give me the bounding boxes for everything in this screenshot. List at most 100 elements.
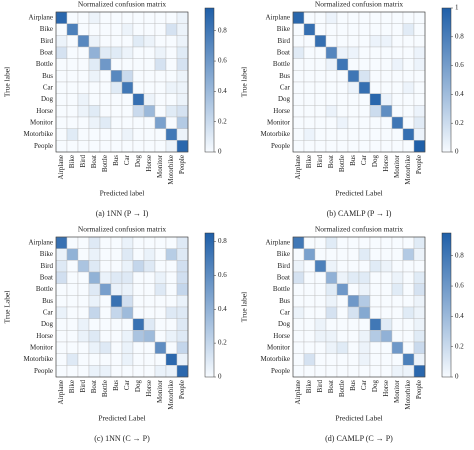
cell: [369, 248, 382, 261]
cell: [358, 23, 371, 36]
cell: [176, 105, 189, 118]
cell: [369, 11, 382, 24]
cell: [347, 271, 360, 284]
cell: [314, 295, 327, 308]
cell: [165, 35, 178, 48]
cell: [55, 140, 68, 153]
cell: [77, 306, 90, 319]
cell: [380, 140, 393, 153]
x-tick-label: Monitor: [156, 379, 164, 403]
y-tick-label: Car: [43, 83, 54, 91]
y-tick-label: Airplane: [29, 13, 54, 21]
cell: [325, 283, 338, 296]
cell: [391, 128, 404, 141]
cell: [336, 341, 349, 354]
cell: [336, 295, 349, 308]
cell: [303, 306, 316, 319]
cell: [121, 248, 134, 261]
cell: [413, 306, 426, 319]
cell: [347, 116, 360, 129]
y-tick-label: Bus: [279, 72, 290, 80]
cell: [88, 46, 101, 59]
cell: [358, 81, 371, 94]
cell: [336, 11, 349, 24]
cell: [132, 248, 145, 261]
x-tick-label: Boat: [90, 155, 98, 168]
cell: [336, 70, 349, 83]
cell: [369, 295, 382, 308]
cell: [143, 260, 156, 273]
cell: [325, 236, 338, 249]
y-tick-label: Boat: [40, 273, 53, 281]
y-tick-label: Boat: [277, 273, 290, 281]
cell: [55, 271, 68, 284]
cell: [77, 58, 90, 71]
cell: [380, 58, 393, 71]
cell: [380, 128, 393, 141]
x-tick-label: Bus: [349, 380, 357, 391]
cell: [314, 70, 327, 83]
cell: [55, 365, 68, 378]
cell: [110, 318, 123, 331]
cell: [413, 271, 426, 284]
cell: [292, 283, 305, 296]
cell: [413, 260, 426, 273]
x-tick-label: Bird: [79, 380, 87, 393]
cell: [380, 93, 393, 106]
cell: [66, 70, 79, 83]
x-tick-label: Dog: [371, 380, 379, 393]
cell: [99, 295, 112, 308]
cell: [402, 23, 415, 36]
cell: [88, 260, 101, 273]
cell: [380, 105, 393, 118]
cell: [292, 46, 305, 59]
cell: [77, 46, 90, 59]
cell: [165, 271, 178, 284]
y-tick-label: Airplane: [29, 238, 54, 246]
cell: [55, 341, 68, 354]
cell: [88, 116, 101, 129]
cell: [132, 306, 145, 319]
cell: [292, 365, 305, 378]
cell: [325, 341, 338, 354]
cell: [88, 93, 101, 106]
cell: [88, 58, 101, 71]
cell: [88, 283, 101, 296]
y-tick-label: Horse: [273, 332, 290, 340]
cell: [292, 140, 305, 153]
cell: [314, 260, 327, 273]
cell: [110, 23, 123, 36]
cell: [303, 46, 316, 59]
cell: [143, 58, 156, 71]
cell: [121, 341, 134, 354]
cell: [314, 283, 327, 296]
cell: [369, 330, 382, 343]
cell: [99, 306, 112, 319]
cell: [176, 365, 189, 378]
cell: [121, 330, 134, 343]
cell: [292, 23, 305, 36]
cell: [369, 236, 382, 249]
cell: [165, 236, 178, 249]
y-tick-label: Bike: [277, 25, 290, 33]
cell: [402, 248, 415, 261]
caption: (b) CAMLP (P → I): [327, 209, 392, 218]
cell: [325, 260, 338, 273]
y-axis-label: True label: [3, 67, 12, 97]
cell: [132, 11, 145, 24]
cell: [110, 353, 123, 366]
cell: [77, 11, 90, 24]
cell: [303, 93, 316, 106]
cell: [413, 341, 426, 354]
cell: [121, 271, 134, 284]
cell: [176, 306, 189, 319]
cell: [380, 283, 393, 296]
colorbar-tick-label: 0.2: [218, 117, 227, 125]
cell: [413, 93, 426, 106]
cell: [110, 330, 123, 343]
cell: [292, 35, 305, 48]
cell: [358, 341, 371, 354]
colorbar-tick-label: 0.2: [218, 339, 227, 347]
cell: [66, 58, 79, 71]
cell: [325, 35, 338, 48]
